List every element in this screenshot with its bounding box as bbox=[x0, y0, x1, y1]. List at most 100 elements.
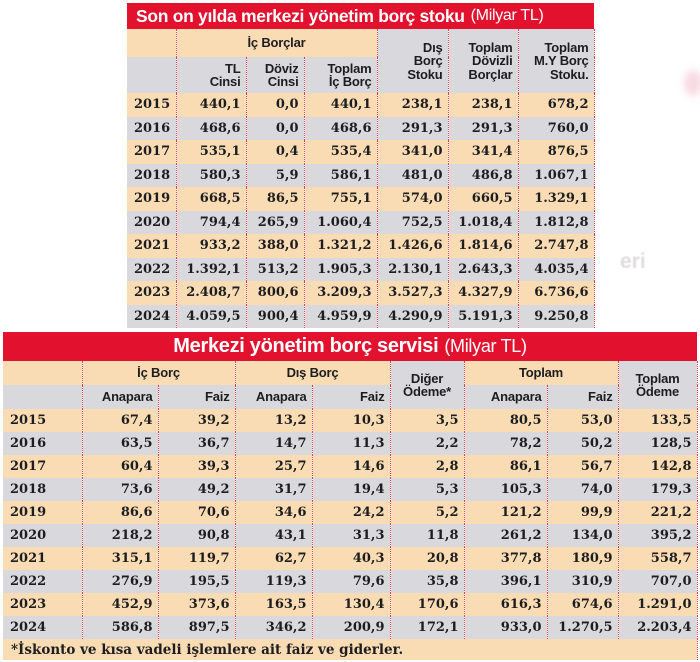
value-cell: 310,9 bbox=[546, 570, 619, 593]
table-row: 2023 2.408,7 800,6 3.209,3 3.527,3 4.327,9 6.7… bbox=[127, 281, 595, 305]
value-cell: 4.035,4 bbox=[517, 257, 595, 281]
value-cell: 660,5 bbox=[447, 187, 519, 211]
year-cell: 2020 bbox=[134, 214, 171, 230]
value-cell: 35,8 bbox=[389, 570, 465, 593]
col-header-tl-cinsi: TL Cinsi bbox=[175, 57, 246, 93]
value-cell: 1.321,2 bbox=[303, 234, 378, 258]
value-cell: 265,9 bbox=[245, 210, 304, 234]
value-cell: 341,0 bbox=[376, 140, 449, 164]
value-cell: 221,2 bbox=[617, 501, 698, 524]
value-cell: 6.736,6 bbox=[517, 281, 595, 305]
value-cell: 440,1 bbox=[303, 93, 378, 117]
value-cell: 4.290,9 bbox=[376, 304, 449, 328]
value-cell: 616,3 bbox=[463, 593, 548, 616]
value-cell: 261,2 bbox=[463, 524, 548, 547]
value-cell: 1.812,8 bbox=[517, 210, 595, 234]
value-cell: 1.426,6 bbox=[376, 234, 449, 258]
year-cell: 2019 bbox=[134, 191, 171, 207]
value-cell: 486,8 bbox=[447, 163, 519, 187]
table-row: 2019 86,6 70,6 34,6 24,2 5,2 121,2 99,9 221,2 bbox=[3, 501, 698, 524]
debt-service-header: İç Borç Dış Borç Diğer Ödeme* Toplam Top… bbox=[3, 361, 698, 409]
value-cell: 1.329,1 bbox=[517, 187, 595, 211]
value-cell: 3,5 bbox=[389, 409, 465, 432]
value-cell: 60,4 bbox=[81, 455, 158, 478]
value-cell: 3.527,3 bbox=[376, 281, 449, 305]
value-cell: 5.191,3 bbox=[447, 304, 519, 328]
table-row: 2018 580,3 5,9 586,1 481,0 486,8 1.067,1 bbox=[127, 163, 595, 187]
value-cell: 388,0 bbox=[245, 234, 304, 258]
value-cell: 558,7 bbox=[617, 547, 698, 570]
value-cell: 4.059,5 bbox=[175, 304, 246, 328]
year-cell: 2021 bbox=[10, 551, 47, 566]
value-cell: 14,6 bbox=[311, 455, 391, 478]
value-cell: 73,6 bbox=[81, 478, 158, 501]
debt-service-body: 2015 67,4 39,2 13,2 10,3 3,5 80,5 53,0 133,5 2016… bbox=[3, 409, 698, 639]
value-cell: 74,0 bbox=[546, 478, 619, 501]
col-header-ic-faiz: Faiz bbox=[157, 385, 236, 409]
debt-stock-title-unit: (Milyar TL) bbox=[470, 7, 544, 24]
debt-service-title: Merkezi yönetim borç servisi bbox=[173, 335, 439, 357]
group-header-toplam: Toplam bbox=[463, 361, 619, 385]
year-cell: 2023 bbox=[10, 597, 47, 612]
value-cell: 238,1 bbox=[447, 93, 519, 117]
value-cell: 276,9 bbox=[81, 570, 158, 593]
debt-service-footer: *İskonto ve kısa vadeli işlemlere ait fa… bbox=[3, 639, 698, 660]
value-cell: 707,0 bbox=[617, 570, 698, 593]
value-cell: 586,1 bbox=[303, 163, 378, 187]
value-cell: 11,8 bbox=[389, 524, 465, 547]
col-header-diger-odeme: Diğer Ödeme* bbox=[389, 361, 465, 409]
debt-service-title-bar: Merkezi yönetim borç servisi (Milyar TL) bbox=[3, 332, 697, 361]
year-cell: 2018 bbox=[134, 167, 171, 183]
value-cell: 2.203,4 bbox=[617, 616, 698, 639]
value-cell: 341,4 bbox=[447, 140, 519, 164]
value-cell: 1.905,3 bbox=[303, 257, 378, 281]
corner-cell-top bbox=[127, 29, 176, 57]
footnote: *İskonto ve kısa vadeli işlemlere ait fa… bbox=[3, 639, 698, 660]
value-cell: 535,1 bbox=[175, 140, 246, 164]
value-cell: 377,8 bbox=[463, 547, 548, 570]
value-cell: 179,3 bbox=[617, 478, 698, 501]
value-cell: 86,6 bbox=[81, 501, 158, 524]
value-cell: 876,5 bbox=[517, 140, 595, 164]
value-cell: 2,2 bbox=[389, 432, 465, 455]
col-header-toplam-anapara: Anapara bbox=[463, 385, 548, 409]
value-cell: 40,3 bbox=[311, 547, 391, 570]
value-cell: 128,5 bbox=[617, 432, 698, 455]
corner-cell-bottom bbox=[3, 385, 82, 409]
value-cell: 31,3 bbox=[311, 524, 391, 547]
col-header-toplam-odeme: Toplam Ödeme bbox=[617, 361, 698, 409]
table-row: 2017 60,4 39,3 25,7 14,6 2,8 86,1 56,7 142,8 bbox=[3, 455, 698, 478]
table-row: 2024 4.059,5 900,4 4.959,9 4.290,9 5.191,3 9.2… bbox=[127, 304, 595, 328]
year-cell: 2017 bbox=[134, 144, 171, 160]
value-cell: 105,3 bbox=[463, 478, 548, 501]
value-cell: 49,2 bbox=[157, 478, 236, 501]
col-header-toplam-ic-borc: Toplam İç Borç bbox=[303, 57, 378, 93]
value-cell: 481,0 bbox=[376, 163, 449, 187]
debt-service-table: Merkezi yönetim borç servisi (Milyar TL)… bbox=[3, 332, 698, 660]
group-header-ic-borc: İç Borç bbox=[81, 361, 236, 385]
corner-cell-top bbox=[3, 361, 82, 385]
corner-cell-bottom bbox=[127, 57, 176, 93]
value-cell: 0,0 bbox=[245, 116, 304, 140]
value-cell: 315,1 bbox=[81, 547, 158, 570]
value-cell: 39,2 bbox=[157, 409, 236, 432]
debt-stock-body: 2015 440,1 0,0 440,1 238,1 238,1 678,2 2016 468,… bbox=[127, 93, 595, 328]
value-cell: 897,5 bbox=[157, 616, 236, 639]
value-cell: 121,2 bbox=[463, 501, 548, 524]
value-cell: 2.643,3 bbox=[447, 257, 519, 281]
value-cell: 99,9 bbox=[546, 501, 619, 524]
year-cell: 2023 bbox=[134, 285, 171, 301]
value-cell: 678,2 bbox=[517, 93, 595, 117]
col-header-toplam-faiz: Faiz bbox=[546, 385, 619, 409]
debt-stock-title-bar: Son on yılda merkezi yönetim borç stoku … bbox=[127, 3, 594, 29]
value-cell: 2.130,1 bbox=[376, 257, 449, 281]
value-cell: 163,5 bbox=[234, 593, 313, 616]
value-cell: 440,1 bbox=[175, 93, 246, 117]
debt-service-grid: İç Borç Dış Borç Diğer Ödeme* Toplam Top… bbox=[3, 361, 698, 660]
table-row: 2018 73,6 49,2 31,7 19,4 5,3 105,3 74,0 179,3 bbox=[3, 478, 698, 501]
value-cell: 4.327,9 bbox=[447, 281, 519, 305]
year-cell: 2020 bbox=[10, 528, 47, 543]
value-cell: 130,4 bbox=[311, 593, 391, 616]
table-row: 2022 276,9 195,5 119,3 79,6 35,8 396,1 310,9 707… bbox=[3, 570, 698, 593]
value-cell: 142,8 bbox=[617, 455, 698, 478]
